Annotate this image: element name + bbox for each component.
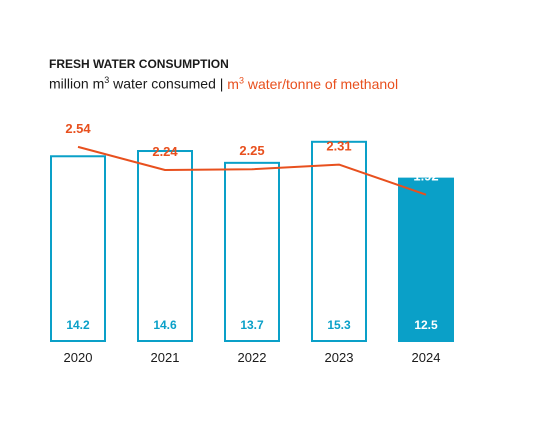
bar-2021 [137, 150, 193, 342]
x-tick-label-2023: 2023 [325, 350, 354, 365]
subtitle-right-sup: 3 [238, 75, 244, 85]
chart-subtitle: million m3 water consumed | m3 water/ton… [49, 75, 398, 92]
line-value-label-2022: 2.25 [239, 143, 264, 158]
line-value-label-2023: 2.31 [326, 139, 351, 154]
bar-value-label-2022: 13.7 [240, 318, 264, 332]
bar-2022 [224, 161, 280, 342]
line-value-label-2020: 2.54 [65, 121, 91, 136]
subtitle-left-sup: 3 [104, 75, 110, 85]
x-tick-label-2024: 2024 [412, 350, 441, 365]
bar-value-label-2021: 14.6 [153, 318, 177, 332]
chart-title: FRESH WATER CONSUMPTION [49, 57, 229, 71]
subtitle-left-pre: million m [49, 75, 105, 92]
bar-value-label-2020: 14.2 [66, 318, 90, 332]
bar-value-label-2023: 15.3 [327, 318, 351, 332]
subtitle-separator: | [215, 75, 228, 92]
line-series-intensity [77, 145, 427, 196]
bar-2023 [311, 140, 367, 342]
line-value-label-2024: 1.92 [413, 169, 438, 184]
subtitle-right-post: water/tonne of methanol [243, 75, 399, 92]
x-tick-label-2021: 2021 [151, 350, 180, 365]
bar-2024 [398, 177, 454, 342]
x-tick-label-2020: 2020 [64, 350, 93, 365]
subtitle-right: m3 water/tonne of methanol [227, 75, 399, 92]
bar-value-label-2024: 12.5 [414, 318, 438, 332]
line-value-label-2021: 2.24 [152, 144, 178, 159]
subtitle-right-pre: m [227, 75, 239, 92]
subtitle-left-post: water consumed [109, 75, 216, 92]
bar-2020 [50, 155, 106, 342]
x-tick-label-2022: 2022 [238, 350, 267, 365]
